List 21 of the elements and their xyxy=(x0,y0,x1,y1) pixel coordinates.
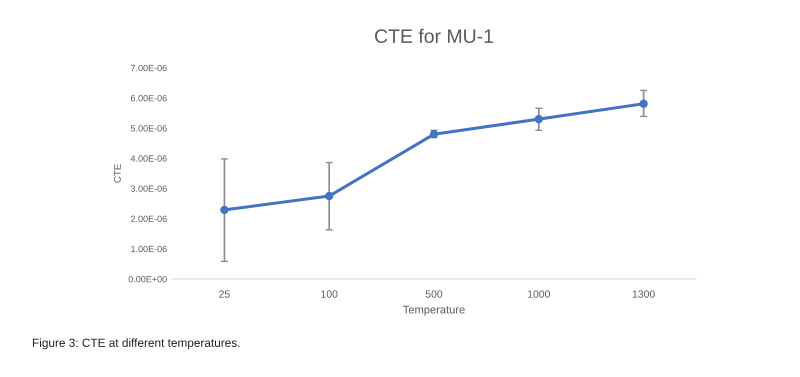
x-tick-label: 25 xyxy=(219,290,230,298)
point xyxy=(220,206,229,214)
x-tick-label: 100 xyxy=(321,290,338,298)
caption: Figure 3: CTE at different temperatures. xyxy=(32,338,240,350)
y-tick-label: 3.00E-06 xyxy=(130,185,167,192)
y-tick-label: 5.00E-06 xyxy=(130,125,167,132)
y-tick-label: 1.00E-06 xyxy=(131,246,167,252)
chart-title: CTE for MU-1 xyxy=(375,28,494,44)
x-tick-label: 500 xyxy=(426,290,442,298)
y-tick-label: 4.00E-06 xyxy=(130,155,167,162)
point xyxy=(534,114,543,124)
y-axis-title: CTE xyxy=(114,164,121,183)
x-tick-label: 1000 xyxy=(528,290,550,298)
x-axis-title: Temperature xyxy=(403,306,465,316)
x-tick-label: 1300 xyxy=(632,290,655,298)
y-tick-label: 0.00E+00 xyxy=(128,276,167,282)
y-tick-label: 7.00E-06 xyxy=(130,64,167,72)
y-tick-label: 6.00E-06 xyxy=(130,94,167,102)
point xyxy=(639,100,648,108)
y-tick-label: 2.00E-06 xyxy=(130,216,167,222)
point xyxy=(325,192,334,200)
